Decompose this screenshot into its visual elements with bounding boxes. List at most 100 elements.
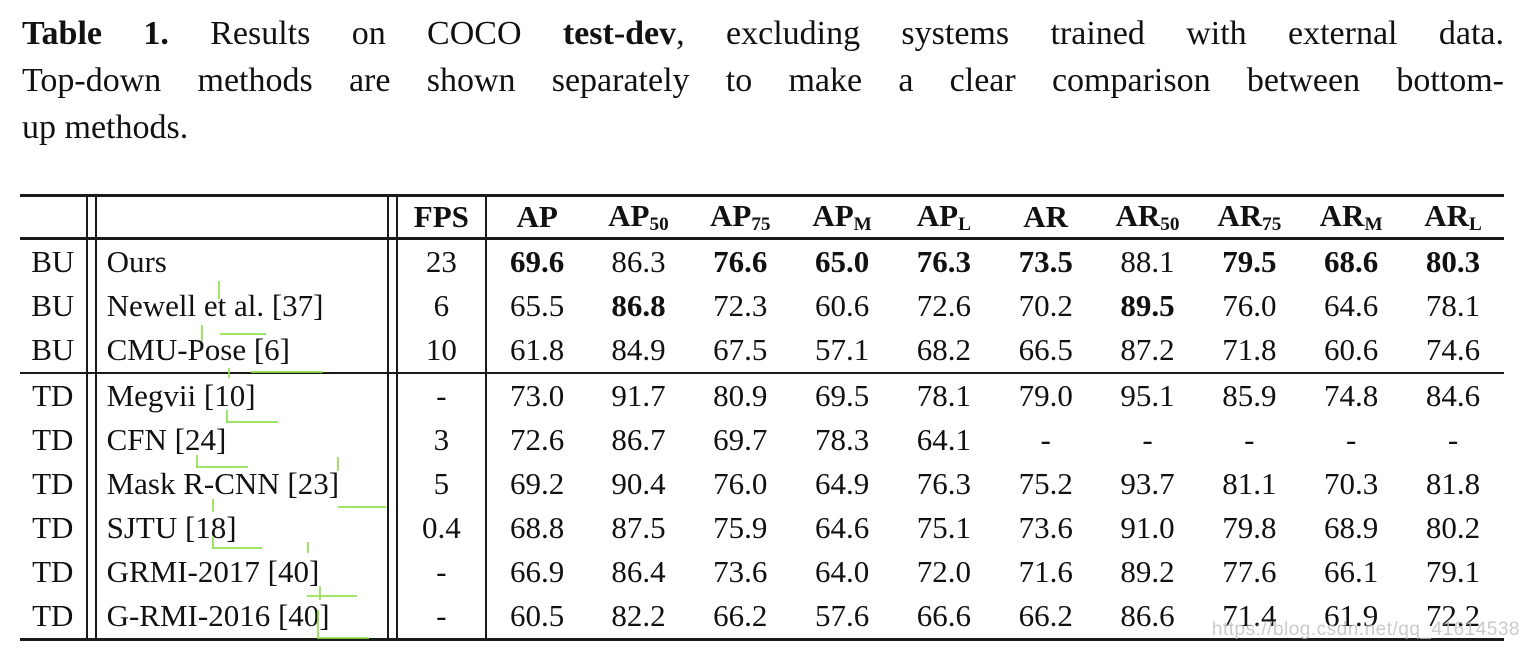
- metric-cell: 74.6: [1425, 332, 1481, 367]
- metric-cell: 78.1: [1425, 288, 1481, 323]
- caption-testdev-label: test-dev: [562, 15, 677, 52]
- metric-cell: 66.5: [1018, 332, 1073, 367]
- group-cell: TD: [20, 506, 88, 550]
- gap-cell: [86, 462, 97, 506]
- metric-cell: -: [1142, 422, 1153, 457]
- metric-cell: 80.2: [1425, 510, 1481, 545]
- group-cell: BU: [20, 328, 88, 373]
- annotation-mark: [196, 466, 248, 468]
- metric-cell: 81.1: [1222, 466, 1277, 501]
- gap-cell: [387, 506, 399, 550]
- group-cell: TD: [20, 372, 88, 418]
- table-row: BU Newell et al. [37] 6 65.5 86.8 72.3 60.6 72.…: [20, 284, 1504, 328]
- metric-header: APM: [791, 194, 893, 240]
- metric-cell: 85.9: [1198, 372, 1301, 418]
- fps-header: FPS: [397, 194, 487, 240]
- metric-header: ARM: [1300, 194, 1403, 240]
- gap-cell: [387, 284, 399, 328]
- metric-cell: 60.6: [1324, 332, 1379, 367]
- metric-cell: -: [1447, 422, 1459, 457]
- method-cell: Megvii [10]: [95, 372, 389, 418]
- method-cell: CMU-Pose [6]: [95, 328, 389, 373]
- metric-cell: 70.2: [1018, 288, 1073, 323]
- annotation-mark: [228, 368, 230, 378]
- metric-cell: -: [1345, 422, 1357, 457]
- gap-cell: [86, 418, 97, 462]
- metric-cell: 69.5: [791, 372, 893, 418]
- metric-cell: 61.8: [510, 332, 565, 367]
- gap-header: [86, 194, 97, 240]
- metric-cell: 78.3: [814, 422, 870, 457]
- table-row: TD CFN [24] 3 72.6 86.7 69.7 78.3 64.1 - - - - -: [20, 418, 1504, 462]
- metric-cell: 72.6: [510, 422, 565, 457]
- metric-cell: 61.9: [1300, 594, 1403, 641]
- fps-cell: 3: [397, 418, 487, 462]
- annotation-mark: [317, 610, 319, 638]
- fps-cell: 10: [397, 328, 487, 373]
- gap-cell: [86, 506, 97, 550]
- metric-cell: 65.5: [510, 288, 565, 323]
- gap-cell: [387, 550, 399, 594]
- method-cell: Ours: [95, 238, 389, 284]
- metric-cell: 75.1: [916, 510, 971, 545]
- metric-cell: 66.6: [892, 594, 995, 641]
- gap-cell: [86, 328, 97, 373]
- metric-cell: 75.2: [1018, 466, 1073, 501]
- metric-cell: 75.9: [713, 510, 768, 545]
- metric-cell: 68.9: [1324, 510, 1379, 545]
- table-row: TD Megvii [10] -73.0 91.7 80.9 69.5 78.1 79.0 95…: [20, 372, 1504, 418]
- metric-cell: 60.6: [814, 288, 870, 323]
- annotation-mark: [251, 371, 323, 373]
- caption-text: Results on COCO: [168, 15, 563, 52]
- metric-cell: -: [1244, 422, 1255, 457]
- annotation-mark: [226, 421, 278, 423]
- annotation-mark: [201, 325, 203, 341]
- metric-header: AR: [994, 194, 1097, 240]
- metric-cell: 73.0: [485, 372, 588, 418]
- table-row: BU CMU-Pose [6] 10 61.8 84.9 67.5 57.1 68.2 66.5…: [20, 328, 1504, 373]
- metric-cell: 89.2: [1120, 554, 1175, 589]
- table-row: TD SJTU [18] 0.4 68.8 87.5 75.9 64.6 75.1 73.6 91…: [20, 506, 1504, 550]
- metric-cell: 86.4: [611, 554, 666, 589]
- metric-cell: 91.7: [587, 372, 690, 418]
- metric-header: APL: [892, 194, 995, 240]
- metric-cell: 84.6: [1402, 372, 1504, 418]
- annotation-mark: [196, 455, 198, 468]
- metric-cell: 89.5: [1120, 288, 1175, 323]
- method-cell: G-RMI-2016 [40]: [95, 594, 389, 641]
- gap-cell: [86, 594, 97, 641]
- metric-cell: 87.5: [611, 510, 666, 545]
- caption-line-1: Table 1. Results on COCO test-dev, exclu…: [22, 10, 1504, 57]
- group-cell: TD: [20, 550, 88, 594]
- metric-cell: 72.0: [916, 554, 971, 589]
- fps-cell: 0.4: [397, 506, 487, 550]
- gap-cell: [387, 328, 399, 373]
- fps-cell: 23: [397, 238, 487, 284]
- caption-line-3: up methods.: [22, 109, 189, 146]
- header-row: FPS AP AP50 AP75 APM APL AR AR50 AR75 ARM ARL: [20, 194, 1504, 240]
- fps-cell: -: [397, 550, 487, 594]
- metric-cell: 79.5: [1222, 244, 1277, 279]
- metric-cell: 93.7: [1120, 466, 1175, 501]
- annotation-mark: [218, 281, 220, 299]
- metric-cell: 76.6: [713, 244, 768, 279]
- metric-cell: 64.1: [916, 422, 971, 457]
- annotation-mark: [338, 506, 386, 508]
- method-cell: GRMI-2017 [40]: [95, 550, 389, 594]
- metric-header: AP50: [587, 194, 690, 240]
- metric-cell: 57.6: [791, 594, 893, 641]
- watermark: https://blog.csdn.net/qq_41614538: [1211, 619, 1520, 640]
- metric-cell: 68.8: [510, 510, 565, 545]
- metric-cell: 57.1: [814, 332, 870, 367]
- table-body: BU Ours 23 69.6 86.3 76.6 65.0 76.3 73.5 88.1 79.5…: [20, 238, 1504, 641]
- metric-cell: 69.7: [713, 422, 768, 457]
- table-caption: Table 1. Results on COCO test-dev, exclu…: [22, 10, 1504, 151]
- metric-cell: 71.6: [1018, 554, 1073, 589]
- annotation-mark: [319, 586, 321, 600]
- metric-cell: 64.6: [1324, 288, 1379, 323]
- table-row: TD G-RMI-2016 [40] -60.5 82.2 66.2 57.6 66.6 66…: [20, 594, 1504, 641]
- caption-line-2: Top-down methods are shown separately to…: [22, 62, 1504, 99]
- metric-cell: 67.5: [713, 332, 768, 367]
- method-cell: Newell et al. [37]: [95, 284, 389, 328]
- metric-cell: 88.1: [1120, 244, 1175, 279]
